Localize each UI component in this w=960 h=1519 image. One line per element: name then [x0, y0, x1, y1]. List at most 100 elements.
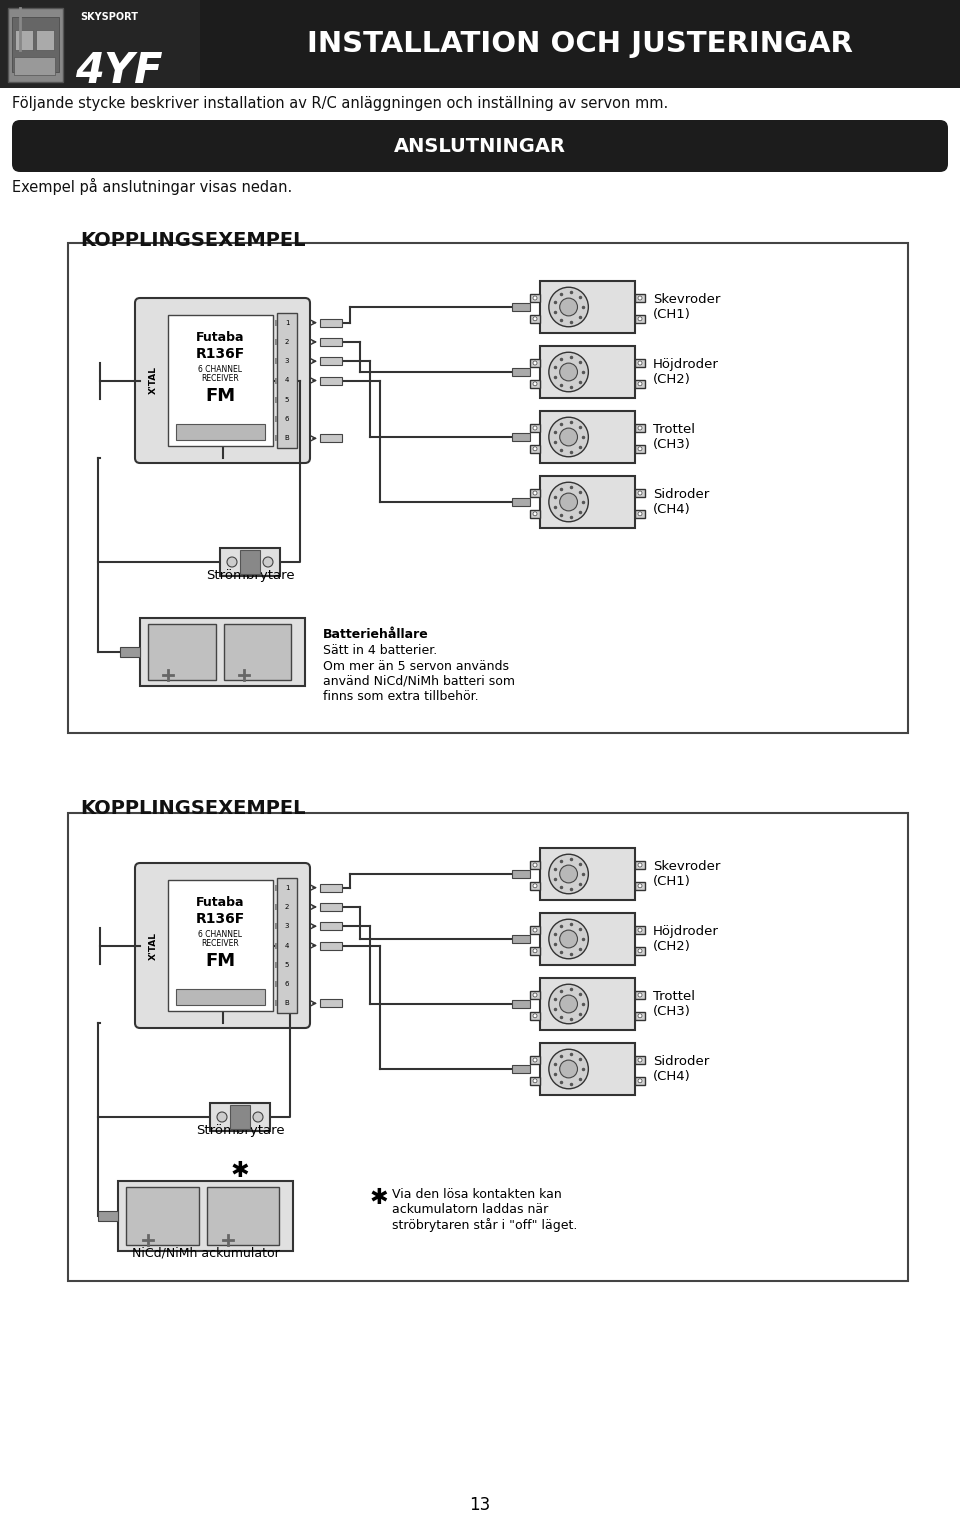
Bar — [540, 346, 635, 398]
Text: Skevroder
(CH1): Skevroder (CH1) — [653, 860, 720, 889]
Circle shape — [560, 930, 578, 948]
Circle shape — [217, 1112, 227, 1123]
Text: Trottel
(CH3): Trottel (CH3) — [653, 422, 695, 451]
Text: ✱: ✱ — [370, 1188, 389, 1208]
Bar — [220, 548, 280, 576]
Bar — [530, 1056, 540, 1063]
Bar — [635, 489, 645, 497]
Bar — [15, 30, 33, 50]
Text: KOPPLINGSEXEMPEL: KOPPLINGSEXEMPEL — [80, 231, 305, 251]
Bar — [68, 813, 908, 1281]
Circle shape — [533, 863, 537, 867]
Text: 3: 3 — [285, 358, 289, 365]
Bar — [530, 1012, 540, 1019]
Bar — [530, 445, 540, 453]
Bar — [635, 295, 645, 302]
Circle shape — [549, 482, 588, 521]
Circle shape — [638, 447, 642, 451]
Circle shape — [549, 1050, 588, 1089]
Text: Exempel på anslutningar visas nedan.: Exempel på anslutningar visas nedan. — [12, 178, 292, 194]
Text: 1: 1 — [285, 319, 289, 325]
Bar — [540, 913, 635, 965]
Bar — [224, 624, 291, 681]
Bar — [540, 412, 635, 463]
Circle shape — [263, 557, 273, 567]
Bar — [320, 922, 342, 930]
Text: R136F: R136F — [196, 346, 245, 362]
Bar — [275, 962, 277, 968]
Circle shape — [638, 491, 642, 495]
Bar — [118, 1180, 293, 1252]
Bar — [98, 1211, 118, 1221]
Text: INSTALLATION OCH JUSTERINGAR: INSTALLATION OCH JUSTERINGAR — [307, 30, 852, 58]
Circle shape — [549, 352, 588, 392]
Circle shape — [533, 296, 537, 299]
Circle shape — [549, 854, 588, 893]
Text: 6: 6 — [285, 416, 289, 422]
Bar — [635, 314, 645, 324]
Circle shape — [533, 512, 537, 516]
Bar — [512, 1000, 530, 1009]
Bar — [540, 848, 635, 899]
Bar — [120, 647, 140, 658]
Circle shape — [533, 1078, 537, 1083]
Bar — [530, 927, 540, 934]
Bar — [635, 1077, 645, 1085]
Text: 4: 4 — [285, 942, 289, 948]
Text: B: B — [284, 436, 289, 442]
Circle shape — [638, 928, 642, 933]
Circle shape — [533, 381, 537, 386]
Bar — [14, 58, 55, 74]
Circle shape — [638, 1013, 642, 1018]
Circle shape — [549, 984, 588, 1024]
Circle shape — [638, 362, 642, 365]
Bar — [148, 624, 215, 681]
Bar — [530, 861, 540, 869]
Text: X'TAL: X'TAL — [149, 366, 157, 395]
Text: 5: 5 — [285, 962, 289, 968]
Text: Batteriehållare: Batteriehållare — [323, 627, 429, 641]
Bar — [635, 946, 645, 955]
Bar — [320, 319, 342, 327]
Circle shape — [638, 317, 642, 321]
Bar — [512, 870, 530, 878]
Bar — [530, 883, 540, 890]
Circle shape — [560, 995, 578, 1013]
Circle shape — [533, 884, 537, 887]
Bar — [176, 424, 265, 441]
Bar — [275, 981, 277, 987]
Bar — [530, 510, 540, 518]
Text: KOPPLINGSEXEMPEL: KOPPLINGSEXEMPEL — [80, 799, 305, 819]
Bar — [320, 902, 342, 911]
Bar — [530, 380, 540, 387]
Bar — [275, 884, 277, 890]
Circle shape — [533, 993, 537, 996]
Bar — [320, 884, 342, 892]
Circle shape — [533, 425, 537, 430]
Bar — [176, 989, 265, 1006]
Text: ✱: ✱ — [230, 1161, 250, 1180]
Text: RECEIVER: RECEIVER — [202, 939, 239, 948]
Circle shape — [533, 1059, 537, 1062]
Bar — [530, 489, 540, 497]
Bar — [320, 357, 342, 365]
Circle shape — [533, 928, 537, 933]
Bar — [12, 17, 59, 71]
Bar — [635, 380, 645, 387]
Text: 6 CHANNEL: 6 CHANNEL — [199, 930, 243, 939]
Bar — [275, 924, 277, 930]
Circle shape — [638, 425, 642, 430]
Circle shape — [638, 381, 642, 386]
Text: 4: 4 — [285, 378, 289, 383]
Circle shape — [533, 362, 537, 365]
Bar — [0, 0, 200, 88]
Bar — [512, 302, 530, 311]
Bar — [512, 498, 530, 506]
Text: Sätt in 4 batterier.: Sätt in 4 batterier. — [323, 644, 437, 658]
Bar — [530, 1077, 540, 1085]
Text: 6: 6 — [285, 981, 289, 987]
Bar — [512, 433, 530, 441]
Bar — [540, 475, 635, 529]
Bar — [320, 1000, 342, 1007]
Circle shape — [638, 993, 642, 996]
